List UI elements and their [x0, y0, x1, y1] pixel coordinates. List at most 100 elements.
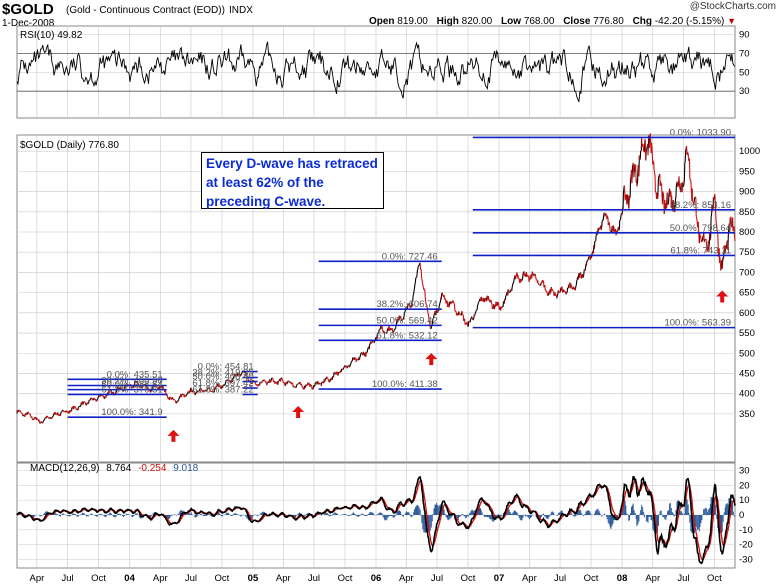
price-tick-label: 500: [739, 348, 755, 359]
high-label: High: [436, 16, 459, 27]
chg-value: -42.20 (-5.15%): [654, 16, 725, 27]
x-tick-label: Apr: [645, 573, 660, 584]
x-tick-label: Oct: [215, 573, 230, 584]
x-tick-label: Oct: [461, 573, 476, 584]
x-tick-label: Apr: [399, 573, 414, 584]
rsi-line: [16, 41, 736, 103]
exchange-label: INDX: [229, 5, 253, 16]
x-tick-label: Apr: [153, 573, 168, 584]
retracement-arrows: [167, 290, 729, 442]
fib-level-label: 61.8%: 743.11: [670, 245, 731, 256]
price-label: $GOLD (Daily) 776.80: [20, 140, 119, 151]
quote-bar: Open 819.00 High 820.00 Low 768.00 Close…: [369, 16, 736, 27]
price-tick-label: 1000: [739, 146, 760, 157]
symbol-title: $GOLD: [2, 1, 54, 18]
x-tick-label: Oct: [707, 573, 722, 584]
rsi-label: RSI(10) 49.82: [20, 30, 83, 41]
low-value: 768.00: [523, 16, 555, 27]
fib-level-label: 38.2%: 419.35: [192, 368, 253, 379]
fib-level-label: 0.0%: 1033.90: [670, 127, 731, 138]
low-label: Low: [501, 16, 522, 27]
price-tick-label: 750: [739, 247, 755, 258]
fib-level-label: 0.0%: 727.46: [382, 251, 438, 262]
macd-tick-label: 20: [739, 480, 750, 491]
x-tick-label: 07: [494, 573, 505, 584]
price-tick-label: 700: [739, 267, 755, 278]
x-tick-label: 04: [124, 573, 135, 584]
red-up-arrow-icon: [716, 290, 729, 303]
macd-tick-label: 30: [739, 465, 750, 476]
chg-label: Chg: [632, 16, 653, 27]
axes: Apr Jul Oct 04 Apr Jul Oct 05 Apr Jul Oct 06 Apr Jul O…: [29, 30, 760, 584]
x-tick-label: 06: [371, 573, 382, 584]
rsi-tick-label: 50: [739, 67, 750, 78]
close-value: 776.80: [593, 16, 624, 27]
instrument-name: (Gold - Continuous Contract (EOD)): [66, 5, 225, 16]
rsi-panel: [16, 41, 736, 103]
price-tick-label: 900: [739, 187, 755, 198]
price-tick-label: 550: [739, 328, 755, 339]
macd-name: MACD(12,26,9): [30, 463, 99, 474]
rsi-tick-label: 90: [739, 30, 750, 41]
rsi-tick-label: 30: [739, 86, 750, 97]
fib-level-label: 38.2%: 606.74: [376, 299, 437, 310]
fib-level-label: 50.0%: 569.42: [376, 315, 437, 326]
red-up-arrow-icon: [425, 353, 438, 366]
x-tick-label: 05: [248, 573, 259, 584]
x-tick-label: Jul: [554, 573, 566, 584]
macd-label: MACD(12,26,9) 8.764 -0.254 9.018: [30, 463, 199, 474]
fib-level-label: 50.0%: 798.64: [670, 223, 731, 234]
price-tick-label: 350: [739, 409, 755, 420]
price-tick-label: 600: [739, 308, 755, 319]
rsi-tick-label: 70: [739, 49, 750, 60]
price-tick-label: 450: [739, 368, 755, 379]
fib-level-label: 61.8%: 397.42: [192, 378, 253, 389]
high-value: 820.00: [461, 16, 493, 27]
price-tick-label: 650: [739, 288, 755, 299]
x-tick-label: Jul: [61, 573, 73, 584]
chart-date: 1-Dec-2008: [2, 18, 55, 29]
red-up-arrow-icon: [292, 406, 305, 419]
macd-signal-value: 9.018: [173, 463, 198, 474]
fib-level-label: 100.0%: 411.38: [372, 379, 438, 390]
close-label: Close: [563, 16, 591, 27]
macd-hist-value: -0.254: [138, 463, 167, 474]
fib-level-label: 61.8%: 376.51: [101, 384, 162, 395]
price-tick-label: 850: [739, 207, 755, 218]
macd-tick-label: 0: [739, 510, 744, 521]
price-tick-label: 400: [739, 389, 755, 400]
price-tick-label: 950: [739, 166, 755, 177]
x-tick-label: Apr: [29, 573, 44, 584]
x-tick-label: Apr: [276, 573, 291, 584]
macd-tick-label: -30: [739, 555, 753, 566]
fib-level-label: 100.0%: 563.39: [664, 318, 731, 329]
macd-tick-label: -20: [739, 540, 753, 551]
fib-level-label: 38.2%: 400.56: [101, 376, 162, 387]
macd-value: 8.764: [106, 463, 131, 474]
macd-tick-label: 10: [739, 495, 750, 506]
fib-level-label: 100.0%: 341.9: [101, 407, 162, 418]
x-tick-label: Jul: [308, 573, 320, 584]
fib-level-label: 0.0%: 435.51: [107, 369, 163, 380]
fib-level-label: 50.0%: 388.54: [101, 380, 162, 391]
x-tick-label: Oct: [338, 573, 353, 584]
macd-panel: [16, 475, 736, 565]
open-value: 819.00: [397, 16, 428, 27]
price-tick-label: 800: [739, 227, 755, 238]
panel-labels: RSI(10) 49.82 $GOLD (Daily) 776.80 MACD(…: [20, 30, 199, 474]
x-tick-label: Jul: [431, 573, 443, 584]
fib-level-label: 50.0%: 408.40: [192, 372, 253, 383]
x-tick-label: Oct: [584, 573, 599, 584]
fib-level-label: 61.8%: 532.12: [376, 330, 437, 341]
stockcharts-logo: @StockCharts.com: [689, 1, 776, 12]
x-tick-label: Oct: [91, 573, 106, 584]
annotation-callout: Every D-wave has retraced at least 62% o…: [201, 152, 384, 209]
red-up-arrow-icon: [167, 429, 180, 442]
macd-tick-label: -10: [739, 525, 753, 536]
open-label: Open: [368, 16, 395, 27]
fib-level-label: 0.0%: 454.81: [198, 362, 254, 373]
x-tick-label: Apr: [522, 573, 537, 584]
macd-line: [16, 475, 736, 565]
